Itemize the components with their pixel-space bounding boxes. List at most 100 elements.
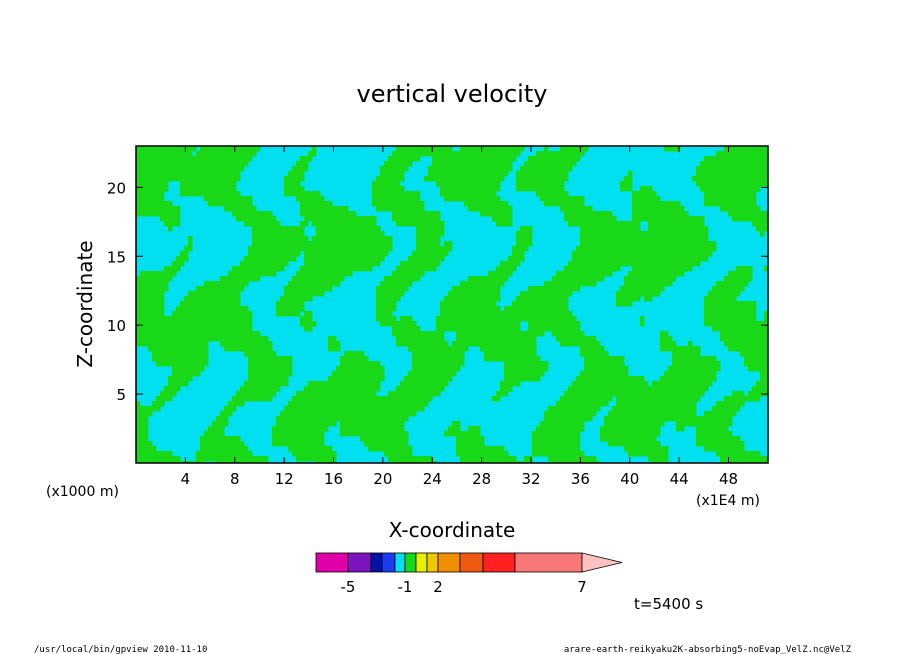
field-cell xyxy=(540,311,545,317)
field-cell xyxy=(748,351,753,357)
field-cell xyxy=(708,411,713,417)
field-cell xyxy=(408,201,413,207)
field-cell xyxy=(232,346,237,352)
field-cell xyxy=(492,206,497,212)
field-cell xyxy=(588,261,593,267)
field-cell xyxy=(172,341,177,347)
field-cell xyxy=(472,151,477,157)
field-cell xyxy=(448,431,453,437)
field-cell xyxy=(652,191,657,197)
field-cell xyxy=(752,206,757,212)
field-cell xyxy=(676,201,681,207)
field-cell xyxy=(404,341,409,347)
field-cell xyxy=(196,326,201,332)
field-cell xyxy=(152,401,157,407)
field-cell xyxy=(172,216,177,222)
field-cell xyxy=(580,261,585,267)
field-cell xyxy=(560,291,565,297)
field-cell xyxy=(652,271,657,277)
field-cell xyxy=(412,331,417,337)
field-cell xyxy=(368,411,373,417)
field-cell xyxy=(752,311,757,317)
field-cell xyxy=(632,416,637,422)
field-cell xyxy=(288,186,293,192)
field-cell xyxy=(736,291,741,297)
field-cell xyxy=(324,221,329,227)
field-cell xyxy=(616,421,621,427)
field-cell xyxy=(468,156,473,162)
field-cell xyxy=(248,341,253,347)
field-cell xyxy=(156,396,161,402)
field-cell xyxy=(264,221,269,227)
field-cell xyxy=(164,331,169,337)
field-cell xyxy=(748,181,753,187)
field-cell xyxy=(304,316,309,322)
field-cell xyxy=(568,276,573,282)
field-cell xyxy=(256,366,261,372)
field-cell xyxy=(504,166,509,172)
field-cell xyxy=(412,321,417,327)
field-cell xyxy=(392,276,397,282)
field-cell xyxy=(596,396,601,402)
field-cell xyxy=(184,356,189,362)
field-cell xyxy=(304,236,309,242)
field-cell xyxy=(296,411,301,417)
field-cell xyxy=(232,396,237,402)
field-cell xyxy=(160,211,165,217)
field-cell xyxy=(236,401,241,407)
field-cell xyxy=(584,346,589,352)
field-cell xyxy=(540,306,545,312)
field-cell xyxy=(476,436,481,442)
field-cell xyxy=(256,236,261,242)
field-cell xyxy=(156,301,161,307)
field-cell xyxy=(512,356,517,362)
field-cell xyxy=(608,356,613,362)
field-cell xyxy=(512,376,517,382)
field-cell xyxy=(164,201,169,207)
field-cell xyxy=(260,346,265,352)
field-cell xyxy=(508,321,513,327)
field-cell xyxy=(396,411,401,417)
field-cell xyxy=(272,241,277,247)
field-cell xyxy=(396,321,401,327)
field-cell xyxy=(604,436,609,442)
field-cell xyxy=(236,436,241,442)
field-cell xyxy=(480,146,485,152)
field-cell xyxy=(268,211,273,217)
field-cell xyxy=(368,396,373,402)
field-cell xyxy=(332,276,337,282)
field-cell xyxy=(572,211,577,217)
field-cell xyxy=(356,266,361,272)
field-cell xyxy=(744,176,749,182)
field-cell xyxy=(140,421,145,427)
field-cell xyxy=(632,251,637,257)
field-cell xyxy=(412,366,417,372)
field-cell xyxy=(188,356,193,362)
field-cell xyxy=(224,341,229,347)
field-cell xyxy=(284,296,289,302)
field-cell xyxy=(612,256,617,262)
field-cell xyxy=(216,326,221,332)
field-cell xyxy=(340,416,345,422)
field-cell xyxy=(304,246,309,252)
field-cell xyxy=(756,171,761,177)
field-cell xyxy=(588,346,593,352)
field-cell xyxy=(556,321,561,327)
field-cell xyxy=(652,401,657,407)
field-cell xyxy=(224,296,229,302)
field-cell xyxy=(536,191,541,197)
field-cell xyxy=(680,396,685,402)
field-cell xyxy=(740,216,745,222)
field-cell xyxy=(688,256,693,262)
field-cell xyxy=(376,426,381,432)
field-cell xyxy=(564,216,569,222)
field-cell xyxy=(656,266,661,272)
field-cell xyxy=(560,156,565,162)
field-cell xyxy=(484,296,489,302)
field-cell xyxy=(204,326,209,332)
field-cell xyxy=(444,181,449,187)
field-cell xyxy=(332,421,337,427)
field-cell xyxy=(320,381,325,387)
field-cell xyxy=(348,401,353,407)
field-cell xyxy=(528,311,533,317)
